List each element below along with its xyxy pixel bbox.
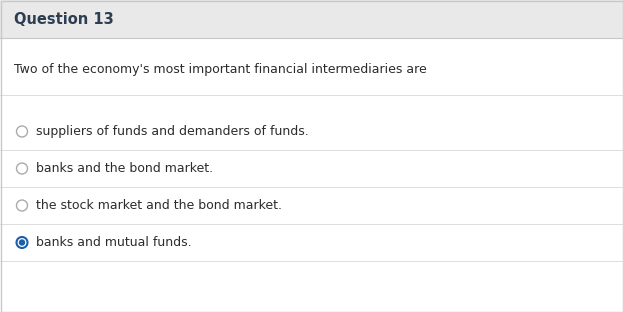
Circle shape [16, 163, 27, 174]
Text: the stock market and the bond market.: the stock market and the bond market. [36, 199, 282, 212]
FancyBboxPatch shape [0, 0, 623, 38]
Circle shape [16, 237, 27, 248]
Text: banks and mutual funds.: banks and mutual funds. [36, 236, 192, 249]
Text: Two of the economy's most important financial intermediaries are: Two of the economy's most important fina… [14, 64, 427, 76]
Text: Question 13: Question 13 [14, 12, 114, 27]
Text: suppliers of funds and demanders of funds.: suppliers of funds and demanders of fund… [36, 125, 309, 138]
Text: banks and the bond market.: banks and the bond market. [36, 162, 213, 175]
Circle shape [19, 239, 25, 246]
Circle shape [16, 126, 27, 137]
Circle shape [16, 200, 27, 211]
